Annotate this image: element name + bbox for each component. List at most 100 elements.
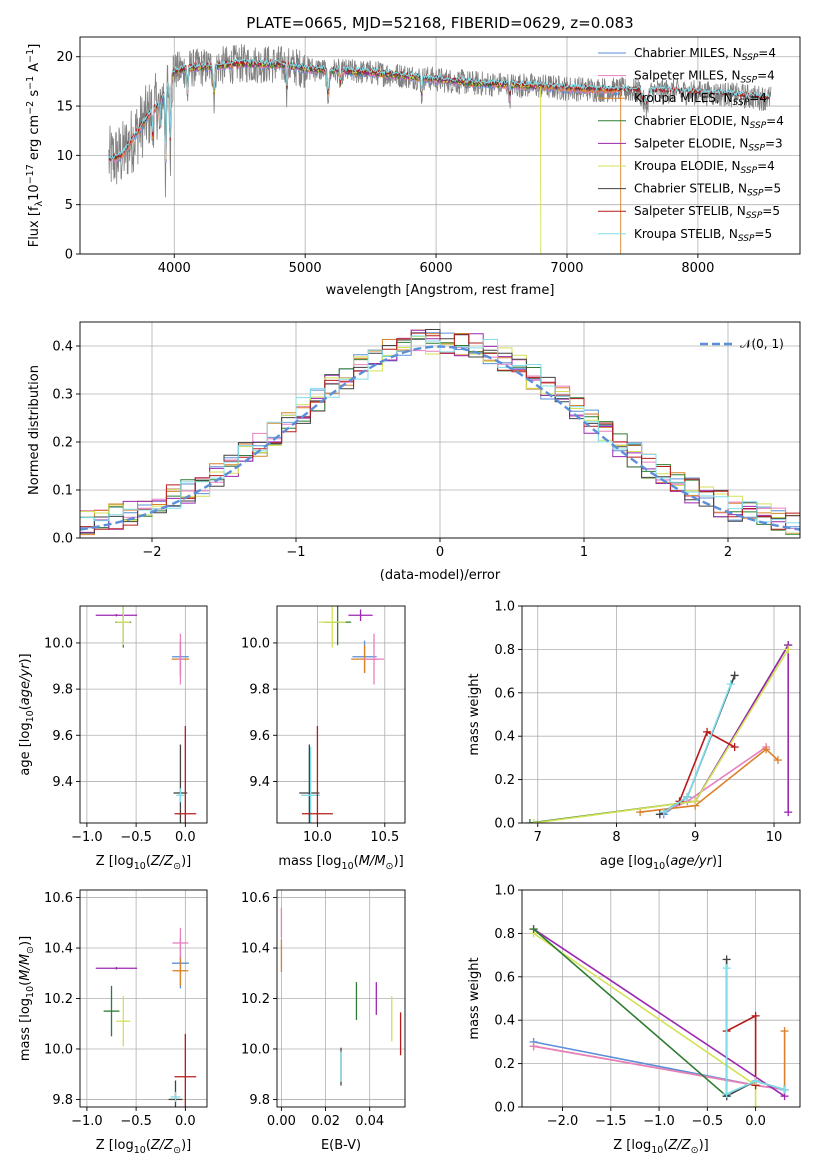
y-axis-label-part: Flux [f	[27, 206, 42, 247]
x-axis-label-part: )]	[712, 854, 722, 869]
x-tick-label: −2	[142, 545, 161, 560]
x-axis-label-part: log	[114, 854, 134, 869]
y-axis-label-part: (	[18, 705, 33, 710]
y-tick-label: 9.8	[249, 683, 270, 698]
x-axis-label-part: (	[354, 854, 359, 869]
x-tick-label: 0.00	[267, 1114, 296, 1129]
weight-line-chabrier-elodie	[529, 644, 789, 823]
x-axis-label-part: (	[663, 1138, 668, 1153]
y-tick-label: 9.6	[249, 729, 270, 744]
y-tick-label: 9.8	[52, 1093, 73, 1108]
legend-label-name: Salpeter ELODIE, N	[634, 136, 748, 150]
y-axis-label-part: s	[27, 90, 42, 101]
x-tick-label: −1	[286, 545, 305, 560]
model-line-kroupa-miles	[113, 61, 622, 254]
legend-label: Chabrier MILES, NSSP=4	[634, 46, 776, 63]
x-tick-label: −1.0	[71, 830, 103, 845]
y-axis-label-part: 10	[25, 710, 36, 722]
y-axis-label: mass weight	[467, 957, 482, 1039]
legend-label-value: =5	[754, 227, 772, 241]
y-tick-label: 9.6	[52, 729, 73, 744]
weight-line-salpeter-elodie	[533, 928, 786, 1097]
y-axis-label: Flux [fλ10−17 erg cm−2 s−1 A−1]	[25, 44, 45, 248]
legend-label: Kroupa ELODIE, NSSP=4	[634, 159, 775, 176]
x-axis-label-part: log	[114, 1138, 134, 1153]
y-axis-label-part: A	[27, 63, 42, 76]
panel-8: −2.0 −1.5 −1.0 −0.5 0.0 0.0 0.2 0.4 0.6 0.8 1.0 Z […	[467, 884, 801, 1156]
y-axis-label-part: 10	[27, 184, 42, 201]
y-tick-label: 20	[56, 50, 73, 65]
y-tick-label: 0.4	[494, 1014, 515, 1029]
x-tick-label: 10.0	[303, 830, 332, 845]
legend-label-value: =5	[764, 182, 782, 196]
x-tick-label: 0	[436, 545, 444, 560]
legend-label: Kroupa MILES, NSSP=4	[634, 91, 767, 108]
plot-area	[95, 927, 197, 1107]
y-axis-label: Normed distribution	[27, 365, 42, 495]
panel-4: 10.0 10.5 9.4 9.6 9.8 10.0 mass [log10(M/M⊙)]	[241, 605, 406, 872]
x-axis-label-part: 10	[134, 1145, 146, 1156]
model-line-kroupa-stelib	[108, 58, 770, 163]
y-tick-label: 0.3	[52, 388, 73, 403]
x-axis-label-part: log	[322, 854, 342, 869]
y-tick-label: 0.8	[494, 643, 515, 658]
x-tick-label: 0.0	[175, 1114, 196, 1129]
y-axis-label: age [log10(age/yr)]	[18, 653, 36, 775]
legend-label-value: =3	[765, 136, 783, 150]
y-tick-label: 15	[56, 100, 73, 115]
legend-label-value: =4	[757, 159, 775, 173]
y-tick-label: 10	[56, 149, 73, 164]
model-line-salpeter-stelib	[108, 58, 770, 163]
y-tick-label: 10.2	[44, 992, 73, 1007]
x-axis-label-part: M/M	[359, 854, 386, 869]
y-axis-label-part: age/yr	[18, 662, 33, 705]
x-axis-label-part: log	[633, 854, 653, 869]
panel-3: −1.0 −0.5 0.09.49.69.810.0Z [log10(Z/Z⊙)]a…	[18, 605, 208, 872]
plot-area	[280, 907, 402, 1086]
x-axis-label-part: ⊙	[173, 861, 181, 872]
weight-line-chabrier-elodie	[533, 928, 728, 1097]
weight-line-kroupa-stelib	[663, 683, 732, 813]
x-axis-label-part: )]	[394, 854, 404, 869]
legend-label: Kroupa STELIB, NSSP=5	[634, 227, 772, 244]
y-axis-label-part: erg cm	[27, 115, 42, 164]
y-tick-label: 10.4	[241, 942, 270, 957]
legend-label-name: Salpeter MILES, N	[634, 69, 741, 83]
legend-label-name: Kroupa ELODIE, N	[634, 159, 741, 173]
weight-line-kroupa-miles	[640, 748, 779, 813]
y-axis-label: mass [log10(M/M⊙)]	[18, 936, 36, 1061]
legend-label-sub: SSP	[741, 166, 758, 176]
legend-label: Chabrier ELODIE, NSSP=4	[634, 114, 784, 131]
x-axis-label-part: Z [	[613, 1138, 631, 1153]
plot-area	[80, 329, 800, 536]
x-tick-label: −1.0	[643, 1114, 675, 1129]
y-axis-label: mass weight	[467, 673, 482, 755]
y-axis-label-part: mass [	[18, 1018, 33, 1061]
panel-2: −2 −1 0 1 2 0.0 0.1 0.2 0.3 0.4 (data-model)/error…	[27, 321, 801, 583]
axes-frame	[276, 605, 406, 824]
legend-label-name: Chabrier ELODIE, N	[634, 114, 750, 128]
x-axis-label-part: 10	[653, 861, 665, 872]
y-axis-label-part: ]	[27, 44, 42, 49]
weight-line-salpeter-stelib	[678, 730, 735, 802]
plot-area	[95, 606, 197, 823]
legend-label-sub: SSP	[738, 234, 755, 244]
y-tick-label: 9.4	[52, 775, 73, 790]
x-axis-label-part: ⊙	[691, 1145, 699, 1156]
x-tick-label: 7000	[550, 261, 583, 276]
y-tick-label: 10.0	[241, 1042, 270, 1057]
x-axis-label-part: )]	[181, 1138, 191, 1153]
y-tick-label: 0.6	[494, 686, 515, 701]
legend-label-sub: SSP	[742, 53, 759, 63]
x-axis-label-part: ⊙	[173, 1145, 181, 1156]
y-axis-label-part: log	[18, 998, 33, 1018]
x-tick-label: −1.5	[595, 1114, 627, 1129]
y-tick-label: 10.0	[44, 636, 73, 651]
y-tick-label: 9.8	[52, 683, 73, 698]
x-axis-label-part: 10	[651, 1145, 663, 1156]
x-tick-label: 8000	[681, 261, 714, 276]
x-axis-label: Z [log10(Z/Z⊙)]	[613, 1138, 708, 1156]
